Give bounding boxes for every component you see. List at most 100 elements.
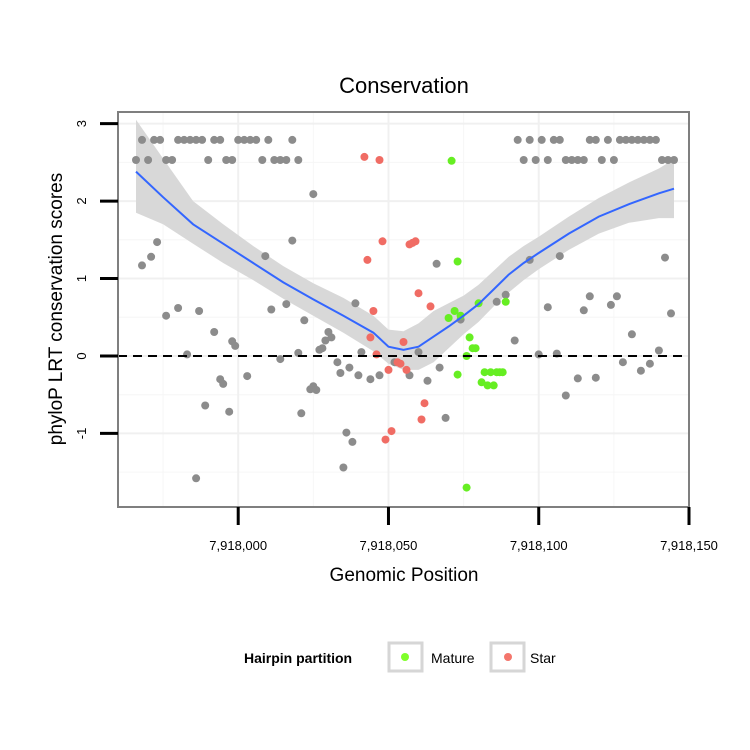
x-tick-label: 7,918,000 xyxy=(209,538,267,553)
data-point-other xyxy=(150,135,159,144)
series-other xyxy=(132,135,678,483)
data-point-other xyxy=(183,350,192,359)
data-point-mature xyxy=(477,378,486,387)
y-tick-label: -1 xyxy=(74,428,89,440)
data-point-other xyxy=(414,348,423,357)
data-point-other xyxy=(423,376,432,385)
data-point-other xyxy=(162,156,171,164)
confidence-ribbon xyxy=(136,119,674,370)
data-point-other xyxy=(246,135,255,144)
data-point-other xyxy=(231,341,240,350)
data-point-other xyxy=(210,328,219,336)
legend-title: Hairpin partition xyxy=(244,650,352,666)
data-point-star xyxy=(426,302,435,311)
data-point-mature xyxy=(453,370,462,379)
data-point-other xyxy=(670,156,678,164)
data-point-other xyxy=(138,135,146,144)
data-point-other xyxy=(219,379,228,388)
data-point-other xyxy=(651,135,660,144)
data-point-other xyxy=(234,135,243,144)
data-point-other xyxy=(195,307,204,315)
data-point-other xyxy=(282,156,291,164)
data-point-star xyxy=(417,415,426,424)
data-point-other xyxy=(312,386,321,394)
data-point-other xyxy=(174,135,183,144)
plot-background xyxy=(118,112,689,507)
data-point-other xyxy=(661,253,669,262)
data-point-other xyxy=(294,348,303,357)
data-point-mature xyxy=(444,314,453,322)
data-point-other xyxy=(282,300,291,309)
data-point-other xyxy=(597,156,606,164)
data-point-other xyxy=(627,135,636,144)
data-point-star xyxy=(363,255,372,264)
data-point-other xyxy=(288,236,297,245)
smooth-fit xyxy=(135,170,675,351)
data-point-other xyxy=(222,156,231,164)
data-point-other xyxy=(555,135,564,144)
data-point-other xyxy=(432,259,441,268)
data-point-star xyxy=(378,237,387,246)
data-point-other xyxy=(132,156,140,164)
smooth-line xyxy=(135,170,675,351)
y-tick-label: 1 xyxy=(74,275,89,282)
data-point-star xyxy=(360,152,369,161)
data-point-other xyxy=(198,135,207,144)
data-point-other xyxy=(537,135,546,144)
data-point-other xyxy=(606,300,615,309)
data-point-other xyxy=(591,373,600,382)
data-point-other xyxy=(357,348,366,357)
data-point-other xyxy=(534,350,543,359)
data-point-other xyxy=(654,346,663,355)
data-point-other xyxy=(210,135,219,144)
data-point-other xyxy=(513,135,522,144)
legend-label-mature: Mature xyxy=(431,650,475,666)
data-point-other xyxy=(162,311,171,320)
x-tick-label: 7,918,100 xyxy=(510,538,568,553)
data-point-other xyxy=(288,135,297,144)
data-point-other xyxy=(345,363,354,372)
data-point-other xyxy=(573,156,582,164)
data-point-other xyxy=(531,156,540,164)
data-point-mature xyxy=(501,297,510,306)
data-point-other xyxy=(168,156,177,164)
data-point-other xyxy=(276,156,285,164)
data-point-mature xyxy=(471,344,480,353)
legend-dot-star xyxy=(504,653,512,661)
data-point-other xyxy=(492,297,501,306)
data-point-other xyxy=(267,305,276,314)
y-tick-label: 0 xyxy=(74,352,89,359)
data-point-other xyxy=(549,135,558,144)
data-point-other xyxy=(243,372,252,381)
data-point-mature xyxy=(498,368,507,377)
data-point-other xyxy=(228,156,237,164)
data-point-other xyxy=(252,135,261,144)
x-tick-label: 7,918,150 xyxy=(660,538,718,553)
data-point-star xyxy=(411,237,420,246)
data-point-other xyxy=(270,156,279,164)
data-point-other xyxy=(204,156,213,164)
data-point-other xyxy=(321,336,330,345)
data-point-other xyxy=(342,428,351,437)
legend-dot-mature xyxy=(401,653,409,661)
data-point-other xyxy=(153,238,162,247)
data-point-other xyxy=(615,135,624,144)
x-axis-label: Genomic Position xyxy=(330,565,479,586)
y-axis-label: phyloP LRT conservation scores xyxy=(46,173,67,446)
data-point-other xyxy=(147,252,156,261)
data-point-other xyxy=(441,413,450,422)
data-point-star xyxy=(414,289,423,298)
data-point-other xyxy=(621,135,630,144)
data-point-star xyxy=(381,435,390,444)
y-tick-label: 3 xyxy=(74,120,89,127)
data-point-mature xyxy=(450,307,459,315)
data-point-mature xyxy=(462,483,471,492)
data-point-other xyxy=(276,355,285,364)
data-point-other xyxy=(639,135,648,144)
data-point-other xyxy=(258,156,267,164)
x-axis: 7,918,000 7,918,050 7,918,100 7,918,150 xyxy=(209,507,718,553)
data-point-other xyxy=(348,437,357,446)
data-point-other xyxy=(192,474,201,483)
data-point-other xyxy=(336,369,345,377)
